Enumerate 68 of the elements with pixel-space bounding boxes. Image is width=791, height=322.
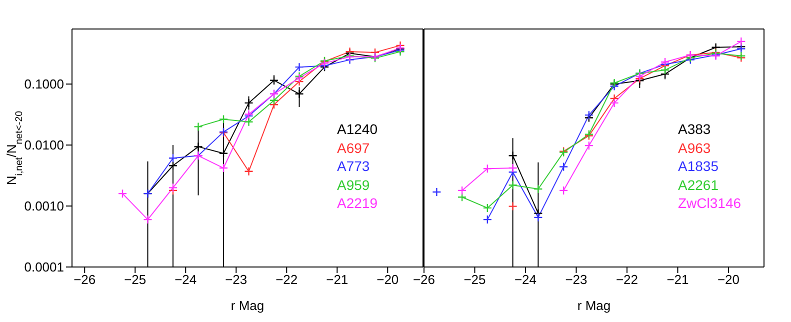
x-tick-label: −23 [225,272,248,288]
text: A773 [337,157,371,176]
point [244,117,254,126]
point [534,212,543,222]
x-tick-label: −22 [616,272,638,288]
x-tick-label: −24 [514,272,537,288]
point [294,89,304,98]
point [269,76,279,85]
point [508,151,518,160]
point [584,110,594,120]
point [558,162,568,172]
x-axis-title: r Mag [230,298,264,313]
point [218,148,228,158]
point [143,214,152,224]
point [244,98,254,108]
point [168,161,178,170]
point [508,202,518,211]
x-tick-label: −25 [464,272,486,288]
point [194,142,203,152]
text: ZwCl3146 [678,194,742,212]
text: A963 [678,138,712,157]
point [534,184,543,194]
point [294,62,304,72]
y-tick-label: 0.0010 [24,198,64,214]
text: A2219 [337,194,378,212]
point [244,166,254,176]
x-tick-label: −26 [412,272,436,288]
point [610,98,619,108]
text: A697 [337,138,371,157]
y-tick-label: 0.0001 [24,260,64,275]
text: A1240 [337,120,378,138]
x-tick-label: −21 [666,272,689,288]
point [118,188,128,198]
point [457,192,467,202]
point [660,65,670,75]
point [635,72,644,81]
x-tick-label: −20 [376,272,399,288]
point [168,183,178,192]
x-axis-title: r Mag [577,298,611,313]
point [660,57,670,67]
y-tick-label: 0.1000 [24,76,64,92]
x-tick-label: −22 [276,272,298,288]
point [168,154,178,163]
point [194,122,203,132]
x-tick-label: −24 [174,272,197,288]
x-tick-label: −23 [565,272,588,288]
point [432,187,442,197]
x-tick-label: −26 [74,272,96,288]
point [218,163,228,173]
x-tick-label: −20 [717,272,740,288]
text: A959 [337,176,371,194]
point [482,203,492,213]
text: A383 [678,120,712,138]
point [508,180,518,190]
x-tick-label: −25 [124,272,146,288]
text: A2261 [678,176,720,194]
point [736,36,746,46]
point [584,140,594,150]
y-tick-label: 0.0100 [24,138,64,153]
x-tick-label: −21 [326,272,348,288]
text: A1835 [678,157,720,176]
point [218,114,228,124]
point [482,214,492,224]
point [508,163,518,173]
point [269,96,279,105]
point [482,164,492,174]
point [558,186,568,196]
point [457,186,467,196]
